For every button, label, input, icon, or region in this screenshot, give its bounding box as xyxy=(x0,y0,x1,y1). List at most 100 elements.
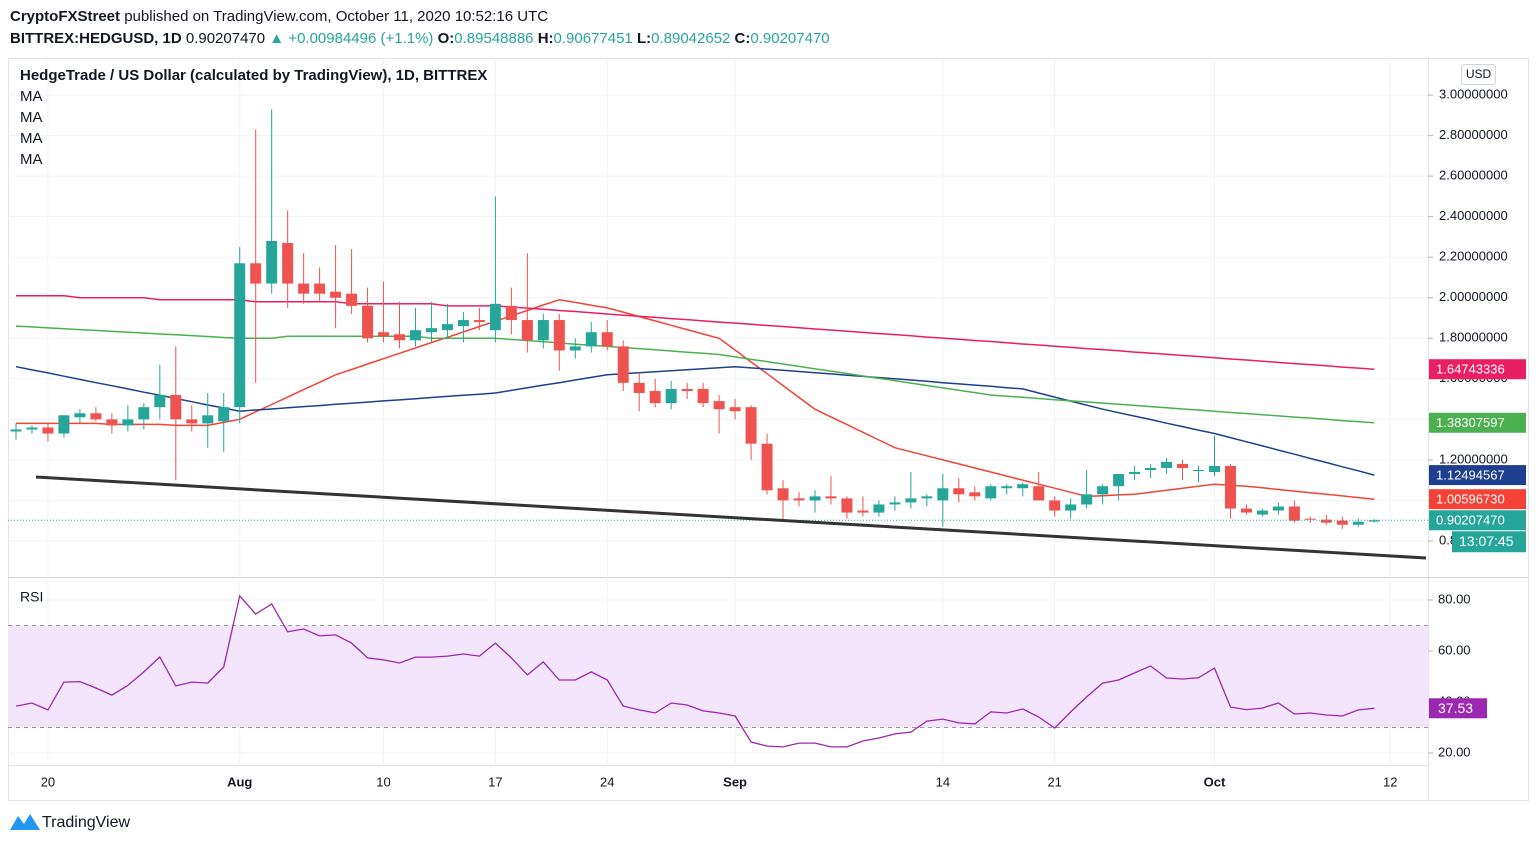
price-pane xyxy=(8,109,1428,529)
x-tick-label: 24 xyxy=(600,774,614,789)
candle-body xyxy=(1288,506,1300,521)
candle-body xyxy=(154,395,166,408)
candle-body xyxy=(282,243,294,284)
change: +0.00984496 (+1.1%) xyxy=(288,30,434,47)
brand-name: TradingView xyxy=(42,814,130,831)
candle-body xyxy=(42,427,54,434)
candle-body xyxy=(761,443,773,491)
y-tick-label: 20.00 xyxy=(1438,744,1471,759)
candle-body xyxy=(601,332,613,347)
candle-body xyxy=(1368,520,1380,522)
last-price-label: 0.90207470 xyxy=(1436,513,1505,528)
rsi-line xyxy=(15,594,1375,748)
candle-body xyxy=(1304,518,1316,520)
frame xyxy=(8,58,1529,801)
y-tick-label: 2.80000000 xyxy=(1439,127,1508,142)
y-tick-label: 3.00000000 xyxy=(1439,87,1508,102)
candle-body xyxy=(633,382,645,393)
candle-body xyxy=(378,332,390,337)
y-tick-label: 80.00 xyxy=(1438,591,1471,606)
candle-body xyxy=(1113,474,1125,487)
candle-body xyxy=(1065,504,1077,511)
candle-body xyxy=(1017,484,1029,489)
x-tick-label: Oct xyxy=(1204,774,1226,789)
candle-body xyxy=(809,496,821,501)
quote-line: BITTREX:HEDGUSD, 1D 0.90207470 ▲ +0.0098… xyxy=(10,28,830,50)
candle-body xyxy=(298,283,310,294)
candle-body xyxy=(1177,463,1189,468)
candle-body xyxy=(489,303,501,331)
y-tick-label: 2.60000000 xyxy=(1439,168,1508,183)
ohlc-value: 0.89548886 xyxy=(454,30,534,47)
candle-body xyxy=(1208,465,1220,473)
candle-body xyxy=(1272,506,1284,511)
brand: TradingView xyxy=(10,814,130,831)
candle-body xyxy=(1033,486,1045,501)
candle-body xyxy=(441,324,453,331)
x-tick-label: 10 xyxy=(376,774,390,789)
currency-box xyxy=(1461,64,1496,85)
candle-body xyxy=(697,388,709,404)
moving-average xyxy=(15,365,1375,476)
candle-body xyxy=(1161,461,1173,468)
ma-last-label-box xyxy=(1429,412,1526,433)
published: published on TradingView.com, October 11… xyxy=(124,8,549,25)
candle-body xyxy=(58,415,70,434)
candle-body xyxy=(74,413,86,418)
candle-body xyxy=(569,346,581,351)
rsi-title: RSI xyxy=(20,589,43,605)
x-tick-label: 17 xyxy=(488,774,502,789)
ohlc-key: L: xyxy=(636,30,652,47)
candle-body xyxy=(1129,472,1141,475)
ohlc-key: H: xyxy=(537,30,554,47)
candle-body xyxy=(985,486,997,499)
candle-body xyxy=(234,263,246,408)
candle-body xyxy=(170,395,182,420)
candle-body xyxy=(346,293,358,306)
y-tick-label: 2.20000000 xyxy=(1439,249,1508,264)
candle-body xyxy=(1352,521,1364,525)
y-tick-label: 1.80000000 xyxy=(1439,330,1508,345)
symbol: BITTREX:HEDGUSD, 1D xyxy=(10,30,182,47)
candle-body xyxy=(713,401,725,410)
candle-body xyxy=(394,334,406,341)
rsi-last-box xyxy=(1429,698,1487,719)
x-tick-label: Sep xyxy=(723,774,747,789)
ma-last-label: 1.64743336 xyxy=(1436,362,1505,377)
candle-body xyxy=(1336,520,1348,525)
candle-body xyxy=(362,305,374,339)
candle-body xyxy=(1224,465,1236,509)
candle-body xyxy=(617,346,629,383)
ma-last-label-box xyxy=(1429,465,1526,486)
candle-body xyxy=(505,305,517,321)
ohlc-value: 0.90677451 xyxy=(553,30,633,47)
ma-last-label-box xyxy=(1429,359,1526,380)
legend-entry: MA xyxy=(20,109,43,126)
x-tick-label: 12 xyxy=(1383,774,1397,789)
candle-body xyxy=(1097,486,1109,495)
ohlc-key: O: xyxy=(437,30,455,47)
legend-entry: MA xyxy=(20,130,43,147)
legend-entry: MA xyxy=(20,151,43,168)
candle-body xyxy=(857,510,869,513)
ohlc-value: 0.89042652 xyxy=(651,30,731,47)
candle-body xyxy=(793,498,805,501)
legend-entry: MA xyxy=(20,88,43,105)
candle-body xyxy=(921,496,933,499)
candle-body xyxy=(1049,500,1061,511)
candle-body xyxy=(473,320,485,323)
rsi-band xyxy=(8,625,1428,728)
candle-body xyxy=(537,320,549,341)
brand-logo xyxy=(10,814,40,830)
grid xyxy=(8,58,1428,765)
ma-last-label: 1.12494567 xyxy=(1436,468,1505,483)
arrow: ▲ xyxy=(269,30,285,47)
trendline xyxy=(35,475,1427,560)
candle-body xyxy=(665,388,677,404)
candle-body xyxy=(330,291,342,298)
currency: USD xyxy=(1466,67,1492,81)
candle-body xyxy=(825,496,837,499)
candle-body xyxy=(202,415,214,424)
candle-body xyxy=(425,328,437,333)
